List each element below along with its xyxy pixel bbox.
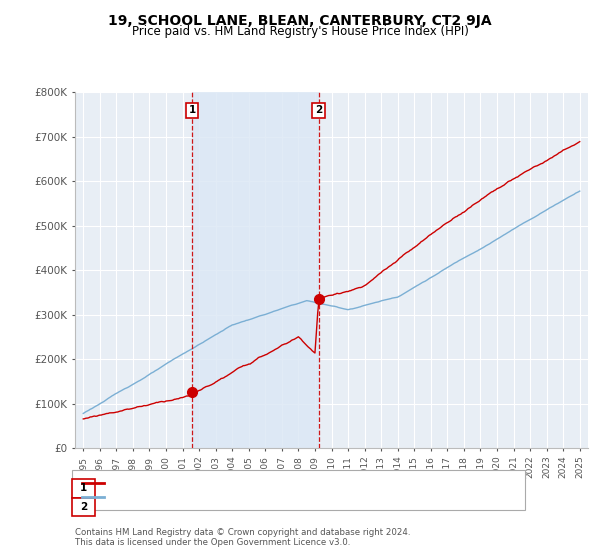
- Text: 2: 2: [315, 105, 322, 115]
- Text: 26% ↑ HPI: 26% ↑ HPI: [309, 502, 365, 512]
- Text: £335,000: £335,000: [210, 502, 260, 512]
- Text: Contains HM Land Registry data © Crown copyright and database right 2024.
This d: Contains HM Land Registry data © Crown c…: [75, 528, 410, 547]
- Text: 1: 1: [80, 483, 87, 493]
- Bar: [192, 92, 319, 448]
- Text: 19, SCHOOL LANE, BLEAN, CANTERBURY, CT2 9JA (detached house): 19, SCHOOL LANE, BLEAN, CANTERBURY, CT2 …: [107, 478, 439, 488]
- Text: 2: 2: [80, 502, 87, 512]
- Text: HPI: Average price, detached house, Canterbury: HPI: Average price, detached house, Cant…: [107, 492, 343, 502]
- Text: 1: 1: [188, 105, 196, 115]
- Text: £125,000: £125,000: [210, 483, 260, 493]
- Text: 22% ↓ HPI: 22% ↓ HPI: [309, 483, 365, 493]
- Text: 19, SCHOOL LANE, BLEAN, CANTERBURY, CT2 9JA: 19, SCHOOL LANE, BLEAN, CANTERBURY, CT2 …: [108, 14, 492, 28]
- Text: 27-JUL-2001: 27-JUL-2001: [99, 483, 168, 493]
- Text: 25-MAR-2009: 25-MAR-2009: [99, 502, 168, 512]
- Text: Price paid vs. HM Land Registry's House Price Index (HPI): Price paid vs. HM Land Registry's House …: [131, 25, 469, 38]
